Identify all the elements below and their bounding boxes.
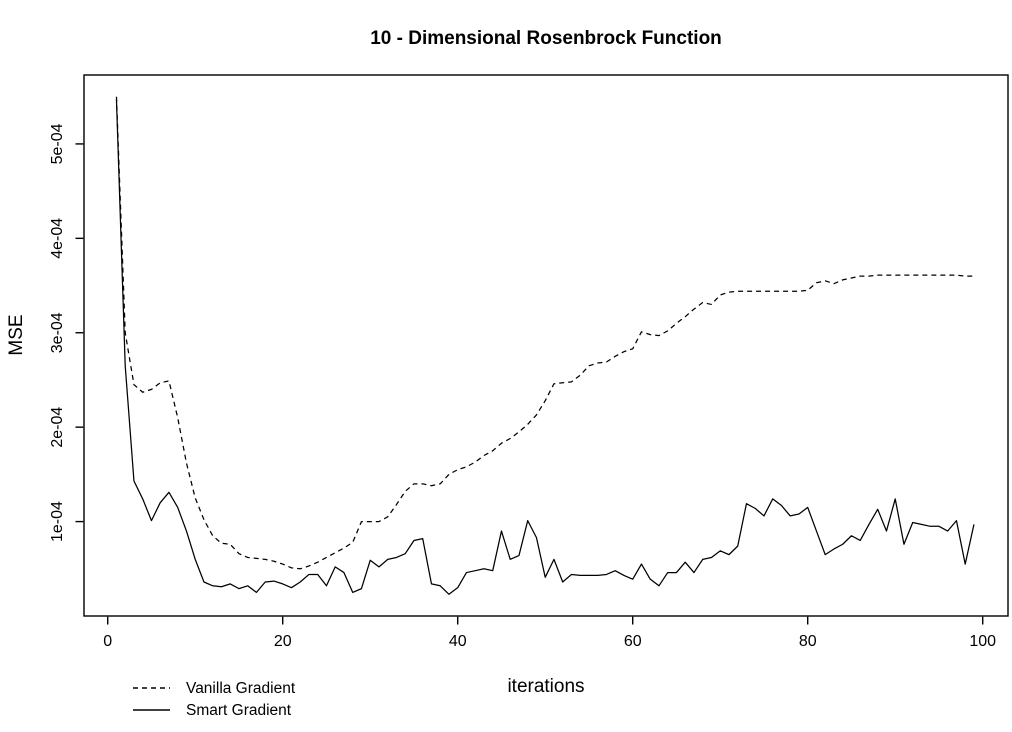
x-tick-label: 80 xyxy=(799,633,817,650)
legend: Vanilla Gradient Smart Gradient xyxy=(133,680,296,719)
y-tick-label: 1e-04 xyxy=(49,501,66,542)
x-axis-label: iterations xyxy=(507,676,584,697)
y-tick-label: 5e-04 xyxy=(49,123,66,164)
plot-box xyxy=(83,74,1009,617)
y-axis-label: MSE xyxy=(6,314,27,355)
y-tick-label: 4e-04 xyxy=(49,218,66,259)
x-tick-label: 0 xyxy=(103,633,112,650)
x-axis-ticks: 0 20 40 60 80 100 xyxy=(103,616,996,650)
series-lines xyxy=(115,96,975,595)
y-tick-label: 2e-04 xyxy=(49,407,66,448)
series-line-vanilla-gradient xyxy=(115,96,974,570)
x-tick-label: 40 xyxy=(449,633,467,650)
y-axis-ticks: 1e-04 2e-04 3e-04 4e-04 5e-04 xyxy=(49,123,84,542)
legend-label-vanilla-gradient: Vanilla Gradient xyxy=(186,680,296,697)
series-line-smart-gradient xyxy=(115,99,975,595)
legend-label-smart-gradient: Smart Gradient xyxy=(186,702,292,719)
y-tick-label: 3e-04 xyxy=(49,312,66,353)
x-tick-label: 60 xyxy=(624,633,642,650)
x-tick-label: 20 xyxy=(274,633,292,650)
chart-title: 10 - Dimensional Rosenbrock Function xyxy=(370,28,722,49)
x-tick-label: 100 xyxy=(969,633,996,650)
